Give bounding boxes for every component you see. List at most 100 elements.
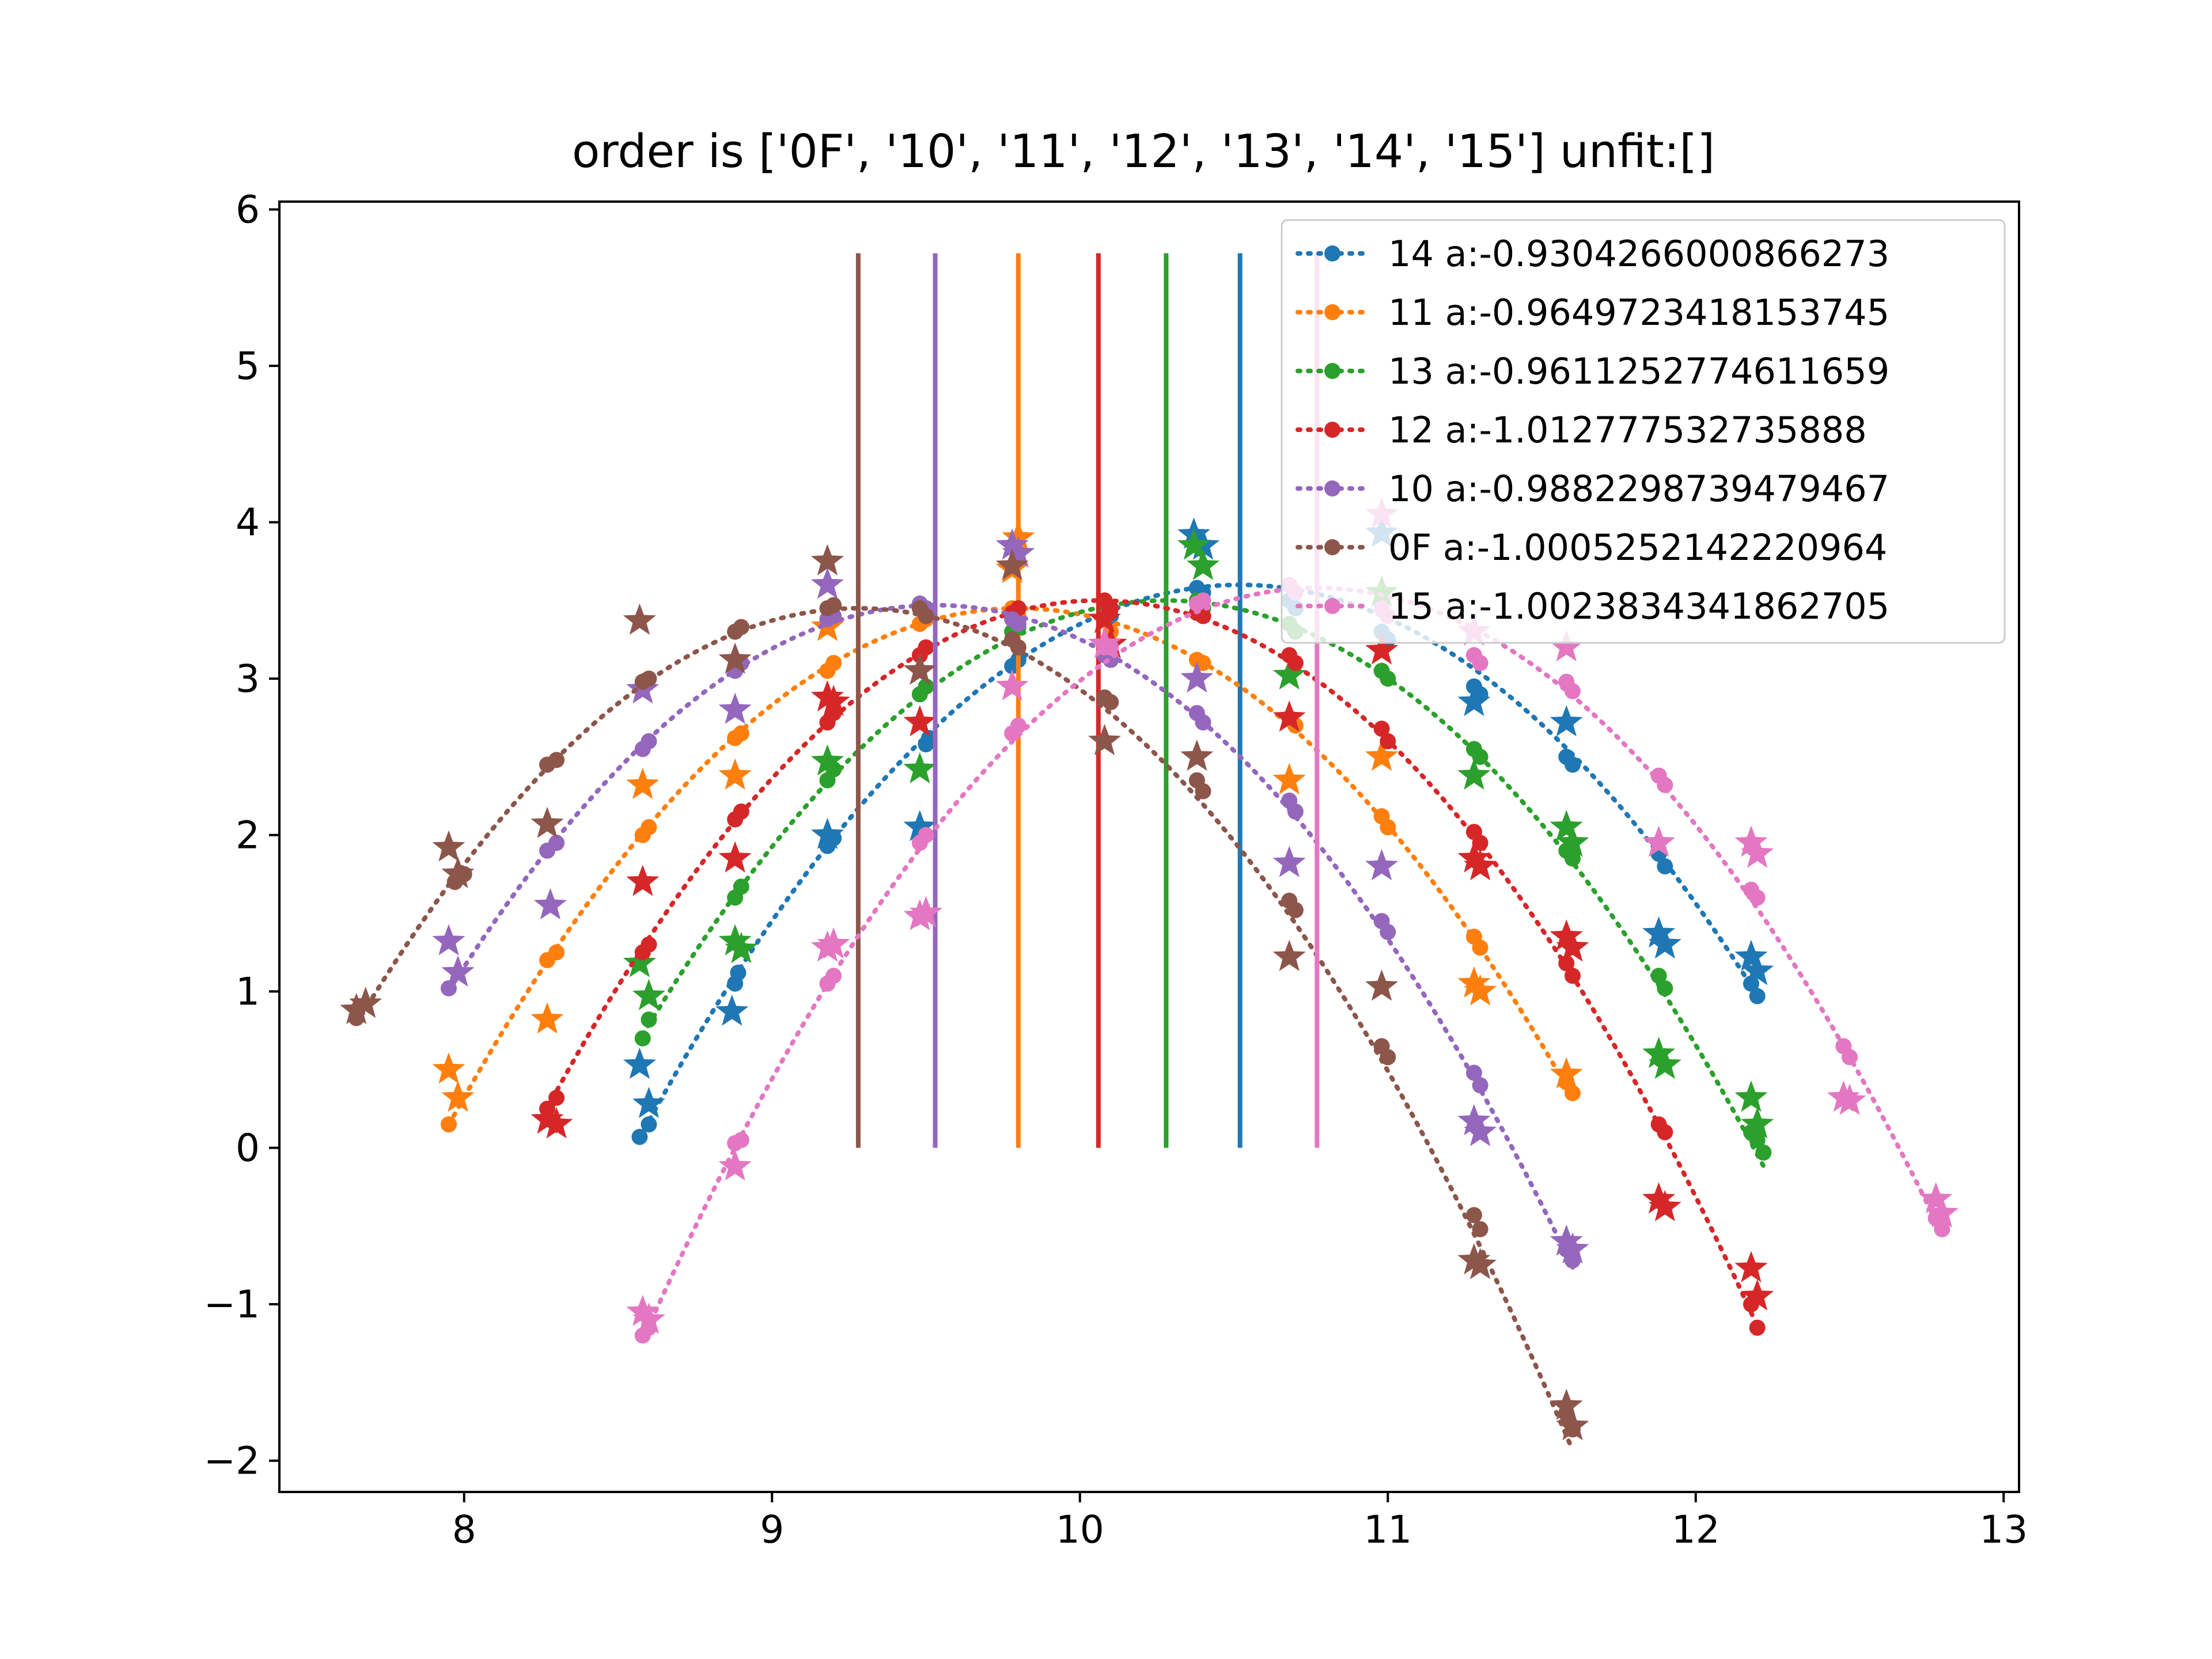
data-point: [548, 752, 565, 768]
data-point: [1380, 819, 1396, 836]
star-point: [1365, 739, 1399, 771]
star-point: [1741, 1279, 1774, 1310]
data-point: [1564, 1085, 1581, 1101]
star-point: [1556, 1232, 1589, 1264]
y-tick-label: −1: [204, 1282, 260, 1327]
data-point: [1010, 639, 1027, 656]
star-point: [1550, 919, 1583, 951]
star-point: [1457, 1104, 1491, 1135]
star-point: [903, 653, 937, 685]
data-point: [1934, 1221, 1950, 1237]
data-point: [1749, 889, 1766, 906]
star-point: [1642, 1036, 1676, 1068]
data-point: [1657, 858, 1673, 874]
star-point: [1088, 601, 1121, 634]
axes-frame: [278, 200, 2020, 1493]
data-point: [634, 1030, 651, 1047]
star-point: [903, 810, 937, 842]
star-point: [1088, 627, 1121, 658]
data-point: [1472, 654, 1488, 671]
data-point: [1564, 683, 1581, 699]
legend: 14 a:-0.9304266000866273 11 a:-0.96497234…: [1281, 219, 2006, 644]
data-point: [1010, 717, 1027, 734]
star-point: [725, 931, 758, 964]
data-point: [1657, 1124, 1673, 1141]
legend-marker: [1324, 598, 1340, 614]
star-point: [349, 986, 382, 1018]
data-point: [1472, 835, 1488, 851]
data-point: [733, 1132, 749, 1149]
star-point: [810, 680, 844, 711]
data-point: [825, 654, 842, 671]
star-point: [1187, 548, 1220, 580]
star-point: [1734, 1080, 1768, 1112]
star-point: [1365, 633, 1399, 665]
star-point: [1550, 810, 1583, 842]
data-point: [1195, 592, 1211, 609]
legend-label: 11 a:-0.9649723418153745: [1388, 291, 1889, 334]
star-point: [1550, 630, 1583, 662]
data-point: [1842, 1049, 1858, 1066]
data-point: [825, 597, 842, 613]
star-point: [903, 705, 937, 737]
star-point: [623, 603, 656, 635]
star-point: [632, 1302, 665, 1334]
star-point: [1833, 1084, 1866, 1115]
data-point: [1380, 733, 1396, 749]
star-point: [1741, 836, 1774, 868]
star-point: [1464, 1248, 1497, 1279]
x-tick-label: 10: [1056, 1508, 1104, 1552]
data-point: [1373, 721, 1390, 737]
data-point: [1749, 988, 1766, 1005]
y-tick-label: 6: [236, 188, 260, 232]
star-point: [995, 548, 1029, 580]
star-point: [432, 924, 465, 956]
data-point: [1010, 616, 1027, 632]
star-point: [531, 1102, 564, 1134]
data-point: [641, 671, 657, 687]
star-point: [718, 642, 752, 674]
star-point: [1180, 739, 1214, 771]
data-point: [1749, 1132, 1766, 1149]
star-point: [909, 896, 942, 927]
legend-label: 0F a:-1.0005252142220964: [1388, 527, 1887, 569]
star-point: [718, 1149, 752, 1181]
star-point: [1180, 661, 1214, 693]
star-point: [1550, 705, 1583, 737]
star-point: [1741, 953, 1774, 986]
x-tick-label: 13: [1979, 1508, 2028, 1552]
star-point: [626, 767, 660, 799]
star-point: [995, 669, 1029, 700]
data-point: [1195, 783, 1211, 800]
data-point: [918, 827, 934, 843]
star-point: [718, 924, 752, 956]
star-point: [1550, 1057, 1583, 1089]
x-tick-label: 8: [452, 1508, 476, 1552]
data-point: [641, 733, 657, 749]
data-point: [1380, 1049, 1396, 1066]
star-point: [1741, 1107, 1774, 1139]
data-point: [733, 803, 749, 820]
star-point: [1550, 1388, 1583, 1420]
star-point: [1457, 966, 1491, 998]
star-point: [1642, 1182, 1676, 1214]
star-point: [1457, 841, 1491, 873]
star-point: [810, 744, 844, 776]
data-point: [1195, 714, 1211, 731]
star-point: [531, 806, 564, 838]
star-point: [1002, 520, 1035, 552]
data-point: [1380, 671, 1396, 687]
star-point: [1464, 849, 1497, 881]
star-point: [817, 927, 850, 959]
star-point: [1556, 930, 1589, 962]
fit-curve: [354, 606, 1575, 1453]
star-point: [718, 841, 752, 873]
star-point: [1365, 969, 1399, 1001]
star-point: [340, 993, 373, 1024]
star-point: [810, 544, 844, 575]
y-tick-label: −2: [204, 1439, 260, 1483]
data-point: [548, 1089, 565, 1106]
star-point: [1734, 825, 1768, 857]
data-point: [641, 819, 657, 836]
